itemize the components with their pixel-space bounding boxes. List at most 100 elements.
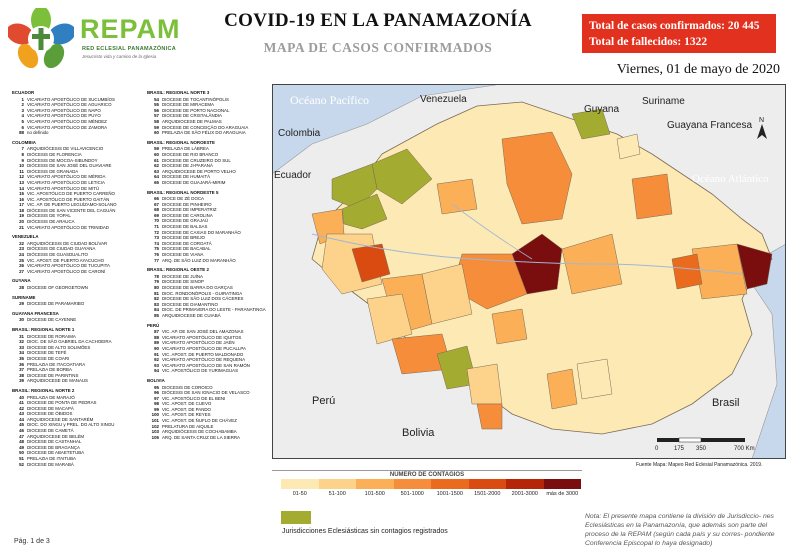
jurisdiction-item: 84 DIOC. DE PRIMAVERA DO LESTE - PARANATI… — [147, 307, 266, 313]
label-peru: Perú — [312, 395, 335, 407]
jurisdiction-name: VIC. APOST. DE ÑUFLO DE CHÁVEZ — [162, 418, 237, 424]
jurisdiction-name: DIOCESE DE BARRA DO GARÇAS — [162, 285, 233, 290]
jurisdiction-item: 71 DIOCESE DE BALSAS — [147, 224, 266, 230]
jurisdiction-number: 64 — [154, 174, 159, 180]
label-guayana-francesa: Guayana Francesa — [667, 120, 752, 131]
jurisdiction-item: 1 VICARIATO APOSTÓLICO DE SUCUMBÍOS — [12, 97, 117, 103]
jurisdiction-name: DIOC. DE PRIMAVERA DO LESTE - PARANATING… — [162, 307, 266, 313]
jurisdiction-name: ARQ. DE SANTA CRUZ DE LA SIERRA — [162, 434, 240, 440]
jurisdiction-item: 36 PRELAZIA DE ITACOATIARA — [12, 362, 117, 368]
jurisdiction-item: 57 DIOCESE DE CRISTALÂNDIA — [147, 113, 266, 119]
jurisdiction-number: 39 — [19, 378, 24, 384]
jurisdiction-name: DIOCESIS DE COROICO — [162, 384, 213, 390]
jurisdiction-number: 84 — [154, 307, 159, 313]
total-cases: Total de casos confirmados: 20 445 — [589, 20, 760, 32]
jurisdiction-number: 88 — [154, 334, 159, 340]
jurisdiction-name: DIÓCESIS DE SAN IGNACIO DE VELASCO — [162, 390, 250, 396]
jurisdiction-item: 93 VICARIATO APOSTÓLICO DE SAN RAMÓN — [147, 363, 266, 369]
jurisdiction-item: 43 DIOCESE DE ÓBIDOS — [12, 411, 117, 417]
jurisdiction-number: 66 — [154, 196, 159, 202]
jurisdiction-name: DIOCESE DE BALSAS — [162, 224, 208, 230]
jurisdiction-name: PRELATURA DE AIQUILE — [162, 423, 214, 429]
jurisdiction-item: 30 DIOCESE DE CAYENNE — [12, 317, 117, 323]
jurisdiction-name: PRELAZIA DE BORBA — [27, 367, 72, 373]
jurisdiction-number: 63 — [154, 168, 159, 174]
map-frame — [272, 84, 786, 459]
map-source: Fuente Mapa: Mapeo Red Eclesial Panamazó… — [636, 462, 763, 468]
logo-tagline: Jesucristo vida y camino de la Iglesia — [82, 54, 157, 59]
jurisdiction-number: 91 — [154, 351, 159, 357]
jurisdiction-name: VIC. APOST. DE PUERTO AYACUCHO — [27, 257, 105, 263]
jurisdiction-number: 70 — [154, 218, 159, 224]
jurisdiction-name: ARQUIDIÓCESIS DE CIUDAD BOLÍVAR — [27, 240, 108, 246]
jurisdiction-name: DIOCESE DE JI-PARANÁ — [162, 163, 213, 169]
contagion-range-label: 2001-3000 — [511, 491, 538, 497]
jurisdiction-item: 78 DIOCESE DE JUÍNA — [147, 274, 266, 280]
jurisdiction-item: 100 VIC. APOST. DE REYES — [147, 412, 266, 418]
jurisdiction-group-heading: COLOMBIA — [12, 139, 36, 145]
jurisdiction-name: ARQUIDIOCESE DE SANTARÉM — [27, 416, 94, 422]
jurisdiction-name: DIOCESE DE RIO BRANCO — [162, 151, 219, 157]
jurisdiction-item: 2 VICARIATO APOSTÓLICO DE AGUARICO — [12, 102, 117, 108]
jurisdiction-name: VICARIATO APOSTÓLICO DE SUCUMBÍOS — [27, 96, 115, 102]
contagion-swatch — [431, 479, 469, 489]
jurisdiction-name: DIOC. DO XINGU y PREL. DO ALTO XINGU — [27, 422, 115, 428]
jurisdiction-number: 56 — [154, 107, 159, 113]
jurisdiction-name: DIOCESE DE CAXIAS DO MARANHÃO — [162, 229, 241, 235]
jurisdiction-item: 54 DIOCESE DE TOCANTINÓPOLIS — [147, 97, 266, 103]
region-77 — [736, 243, 773, 290]
region-81 — [576, 358, 613, 400]
jurisdiction-group-heading: BRASIL: REGIONAL NORTE 1 — [12, 326, 75, 332]
region-42 — [631, 173, 673, 220]
jurisdiction-number: 65 — [154, 179, 159, 185]
page-number: Pág. 1 de 3 — [14, 538, 50, 545]
jurisdiction-item: 55 DIOCESE DE MIRACEMA — [147, 102, 266, 108]
jurisdiction-name: VIC. APOSTÓLICO DE EL BENI — [162, 395, 226, 401]
jurisdiction-group-heading: ECUADOR — [12, 90, 35, 95]
jurisdiction-name: VICARIATO APOSTÓLICO DE PUYO — [27, 113, 101, 119]
jurisdiction-number: 87 — [154, 329, 159, 335]
jurisdiction-name: DIOCESE DE SINOP — [162, 279, 204, 285]
jurisdiction-number: 59 — [154, 146, 159, 152]
jurisdiction-name: DIOCESE DE PINHEIRO — [162, 201, 212, 207]
jurisdiction-number: 68 — [154, 207, 159, 213]
no-contagion-swatch — [281, 511, 311, 524]
logo-text: REPAM — [80, 14, 181, 44]
contagion-legend-labels: 01-50 51-100 101-500 501-1000 1001-1500 1501-… — [281, 491, 581, 497]
jurisdiction-item: 37 PRELAZIA DE BORBA — [12, 367, 117, 373]
jurisdiction-item: 27 VICARIATO APOSTÓLICO DE CARONÍ — [12, 269, 117, 275]
jurisdiction-number: 34 — [19, 350, 24, 356]
jurisdiction-name: DIOCESE DE GUAJARÁ-MIRIM — [162, 179, 226, 185]
report-date: Viernes, 01 de mayo de 2020 — [616, 62, 780, 77]
jurisdiction-name: DIÓCESIS DE ARAUCA — [27, 219, 75, 225]
jurisdiction-group-heading: BRASIL: REGIONAL OESTE 2 — [147, 267, 209, 273]
jurisdiction-number: 96 — [154, 390, 159, 396]
jurisdiction-number: 35 — [19, 355, 24, 361]
jurisdiction-item: 38 DIOCESE DE PARINTINS — [12, 373, 117, 379]
region-47 — [671, 253, 703, 290]
totals-box: Total de casos confirmados: 20 445 Total… — [582, 14, 776, 53]
jurisdiction-item: 87 VIC. AP. DE SAN JOSÉ DEL AMAZONAS — [147, 329, 266, 335]
jurisdiction-item: 10 DIÓCESIS DE SAN JOSÉ DEL GUAVIARE — [12, 163, 117, 169]
jurisdiction-item: 11 DIÓCESIS DE GRANADA — [12, 169, 117, 175]
jurisdiction-number: 20 — [19, 219, 24, 225]
jurisdiction-name: ARQUIDIOCESE DE CUIABÁ — [162, 312, 221, 318]
jurisdiction-item: 42 DIOCESE DE MACAPÁ — [12, 406, 117, 412]
jurisdiction-name: DIOCESE DE IMPERATRIZ — [162, 207, 217, 213]
jurisdiction-number: 100 — [151, 412, 159, 418]
jurisdiction-item: 102 PRELATURA DE AIQUILE — [147, 424, 266, 430]
jurisdiction-number: 1 — [21, 96, 24, 102]
contagion-range-label: 01-50 — [292, 491, 307, 497]
jurisdiction-number: 58 — [154, 118, 159, 124]
region-82 — [546, 368, 578, 410]
jurisdiction-number: 92 — [154, 357, 159, 363]
jurisdiction-number: 76 — [154, 252, 159, 258]
jurisdiction-number: 37 — [19, 367, 24, 373]
jurisdiction-group-heading: BRASIL: REGIONAL NORDESTE 5 — [147, 189, 219, 195]
jurisdiction-item: 18 DIÓCESIS DE SAN VICENTE DEL CAGUÁN — [12, 208, 117, 214]
jurisdiction-name: VICARIATO APOSTÓLICO DE TRINIDAD — [27, 224, 109, 230]
jurisdiction-name: VICARIATO APOSTÓLICO DE MÉNDEZ — [27, 118, 107, 124]
jurisdiction-name: DIOCESE DE SÃO LUIZ DOS CÁCERES — [162, 296, 244, 302]
contagion-range-label: más de 3000 — [546, 491, 579, 497]
jurisdiction-item: 59 PRELAZIA DE LÁBREA — [147, 146, 266, 152]
